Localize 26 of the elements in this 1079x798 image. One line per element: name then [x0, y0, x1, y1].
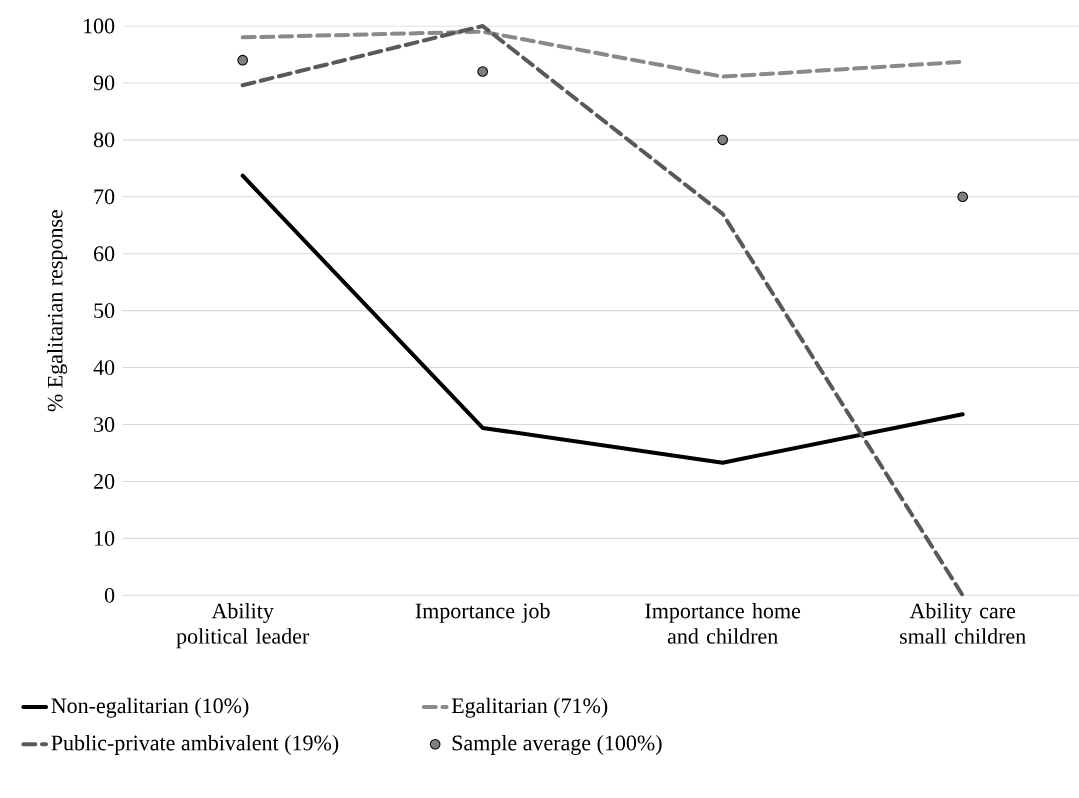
y-tick-label: 20 [94, 474, 115, 489]
legend-label: Egalitarian (71%) [451, 697, 608, 718]
x-tick-label: Importance job [415, 602, 550, 623]
line-series [240, 23, 965, 598]
y-tick-label: 40 [93, 360, 115, 375]
y-tick-label: 60 [94, 246, 115, 262]
y-tick-label: 30 [94, 417, 115, 432]
y-tick-label: 0 [104, 587, 115, 603]
line-series [240, 173, 965, 465]
legend-label: Non-egalitarian (10%) [51, 697, 249, 718]
y-axis-title: % Egalitarian response [47, 210, 68, 412]
y-tick-label: 10 [95, 530, 115, 546]
y-tick-label: 80 [93, 132, 115, 148]
y-tick-label: 50 [94, 303, 115, 319]
point [477, 66, 489, 77]
x-tick-label: Ability care small children [900, 602, 1026, 644]
x-tick-label: Importance home and children [645, 602, 801, 644]
x-tick-label: Ability political leader [176, 602, 310, 649]
point [237, 54, 249, 66]
legend-label: Public-private ambivalent (19%) [51, 734, 339, 755]
y-tick-label: 100 [84, 18, 115, 34]
y-tick-label: 90 [93, 75, 115, 91]
point [717, 134, 729, 146]
legend-label: Sample average (100%) [452, 734, 662, 755]
point [957, 191, 969, 203]
y-tick-label: 70 [94, 189, 115, 205]
